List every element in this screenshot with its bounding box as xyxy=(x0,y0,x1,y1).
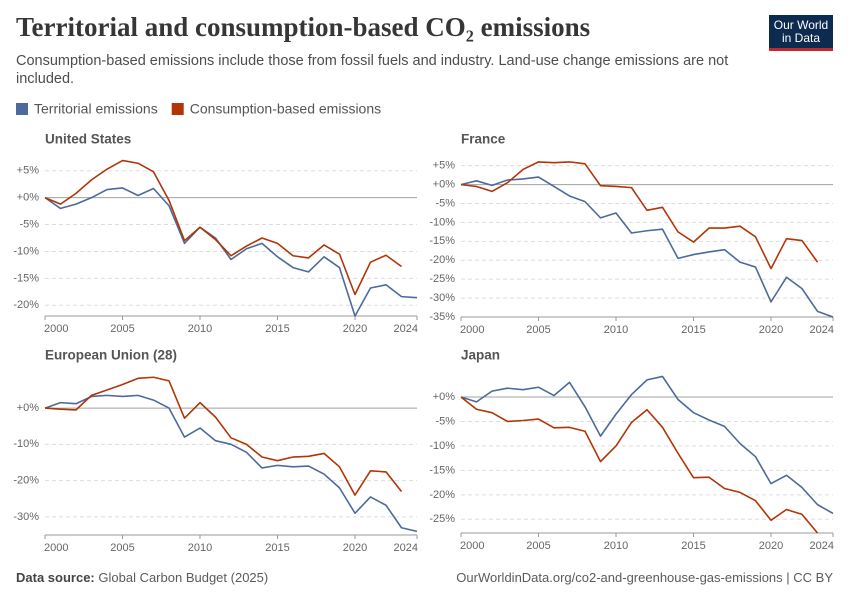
source: Data source: Global Carbon Budget (2025) xyxy=(16,570,268,585)
x-tick-label: 2020 xyxy=(759,540,783,552)
y-tick-label: -15% xyxy=(13,272,39,284)
x-tick-label: 2024 xyxy=(810,324,834,336)
x-tick-label: 2005 xyxy=(526,324,550,336)
y-tick-label: -10% xyxy=(13,438,39,450)
x-tick-label: 2020 xyxy=(343,323,367,335)
y-tick-label: -20% xyxy=(13,475,39,487)
logo-line: Our World xyxy=(773,18,829,32)
series-line xyxy=(44,394,418,533)
x-tick-label: 2015 xyxy=(265,323,289,335)
y-tick-label: +0% xyxy=(433,391,456,403)
legend-label: Consumption-based emissions xyxy=(190,101,381,117)
y-tick-label: -30% xyxy=(429,292,455,304)
x-tick-label: 2015 xyxy=(681,324,705,336)
x-tick-label: 2024 xyxy=(810,540,834,552)
y-tick-label: -15% xyxy=(429,464,455,476)
x-tick-label: 2005 xyxy=(110,542,134,554)
logo-line: in Data xyxy=(781,31,821,45)
source-text: Global Carbon Budget (2025) xyxy=(98,570,269,585)
y-tick-label: -5% xyxy=(19,218,39,230)
series-line xyxy=(460,176,834,318)
x-tick-label: 2020 xyxy=(759,324,783,336)
x-tick-label: 2000 xyxy=(460,324,484,336)
panel-title: European Union (28) xyxy=(45,348,177,363)
y-tick-label: -25% xyxy=(429,513,455,525)
legend-label: Territorial emissions xyxy=(34,101,158,117)
x-tick-label: 2000 xyxy=(44,542,68,554)
x-tick-label: 2010 xyxy=(188,542,212,554)
source-label: Data source: xyxy=(16,570,95,585)
y-tick-label: -20% xyxy=(429,254,455,266)
logo[interactable]: Our World in Data xyxy=(769,15,833,51)
x-tick-label: 2015 xyxy=(681,540,705,552)
y-tick-label: -5% xyxy=(435,197,455,209)
y-tick-label: -30% xyxy=(13,511,39,523)
y-tick-label: +0% xyxy=(17,402,40,414)
y-tick-label: -10% xyxy=(13,245,39,257)
x-tick-label: 2024 xyxy=(394,542,418,554)
x-tick-label: 2000 xyxy=(460,540,484,552)
series-line xyxy=(44,187,418,317)
subtitle: Consumption-based emissions include thos… xyxy=(16,53,729,87)
legend-swatch xyxy=(171,103,184,115)
x-tick-label: 2024 xyxy=(394,323,418,335)
legend-swatch xyxy=(16,103,28,115)
series-line xyxy=(44,376,403,496)
y-tick-label: -5% xyxy=(435,415,455,427)
x-tick-label: 2020 xyxy=(343,542,367,554)
y-tick-label: -25% xyxy=(429,273,455,285)
panel-title: United States xyxy=(45,132,131,147)
x-tick-label: 2005 xyxy=(526,540,550,552)
series-line xyxy=(460,396,819,534)
series-line xyxy=(460,161,819,270)
series-line xyxy=(460,375,834,515)
title: Territorial and consumption-based CO₂ em… xyxy=(16,12,591,42)
x-tick-label: 2010 xyxy=(188,323,212,335)
y-tick-label: +5% xyxy=(433,160,456,172)
y-tick-label: -10% xyxy=(429,216,455,228)
y-tick-label: -35% xyxy=(429,311,455,323)
y-tick-label: +0% xyxy=(433,178,456,190)
y-tick-label: +0% xyxy=(17,192,40,204)
y-tick-label: +5% xyxy=(17,165,40,177)
x-tick-label: 2000 xyxy=(44,323,68,335)
y-tick-label: -10% xyxy=(429,440,455,452)
x-tick-label: 2010 xyxy=(604,540,628,552)
x-tick-label: 2015 xyxy=(265,542,289,554)
url[interactable]: OurWorldinData.org/co2-and-greenhouse-ga… xyxy=(456,570,833,585)
y-tick-label: -15% xyxy=(429,235,455,247)
x-tick-label: 2010 xyxy=(604,324,628,336)
x-tick-label: 2005 xyxy=(110,323,134,335)
panel-title: France xyxy=(461,132,506,147)
y-tick-label: -20% xyxy=(13,299,39,311)
panel-title: Japan xyxy=(461,348,500,363)
y-tick-label: -20% xyxy=(429,489,455,501)
series-line xyxy=(44,159,402,296)
